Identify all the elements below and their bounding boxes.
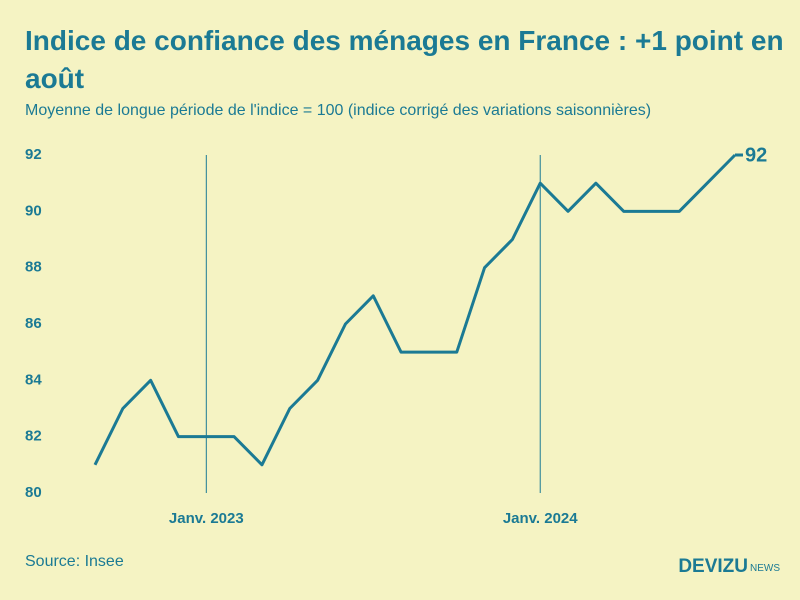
- end-value-label: 92: [745, 144, 767, 166]
- chart-subtitle: Moyenne de longue période de l'indice = …: [25, 102, 652, 119]
- y-tick-label: 80: [25, 484, 42, 501]
- logo: DEVIZU: [678, 556, 748, 577]
- data-line: [93, 153, 737, 467]
- y-tick-label: 90: [25, 202, 42, 219]
- y-tick-label: 88: [25, 259, 42, 276]
- y-tick-label: 84: [25, 371, 42, 388]
- x-tick-label: Janv. 2024: [503, 510, 578, 527]
- source: Source: Insee: [25, 553, 124, 570]
- y-tick-label: 82: [25, 428, 42, 445]
- x-tick-label: Janv. 2023: [169, 510, 244, 527]
- logo-suffix: NEWS: [750, 563, 780, 574]
- chart-title: Indice de confiance des ménages en Franc…: [25, 25, 784, 94]
- y-tick-label: 92: [25, 146, 42, 163]
- y-tick-label: 86: [25, 315, 42, 332]
